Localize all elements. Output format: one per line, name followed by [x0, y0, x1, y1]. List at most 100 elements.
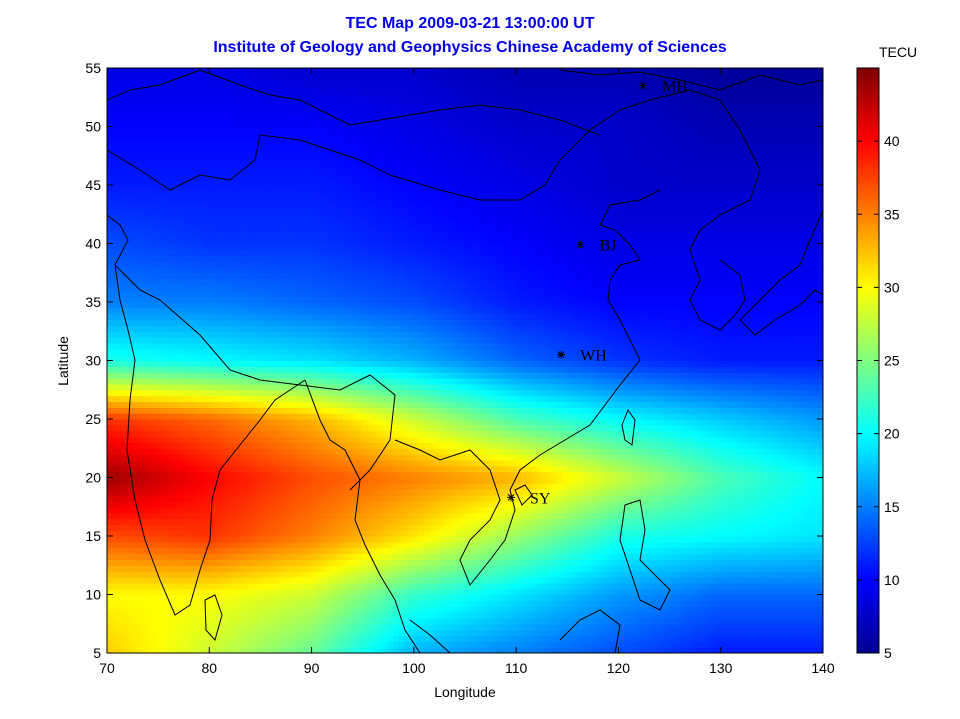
heat-cell [725, 588, 732, 596]
heat-cell [408, 600, 415, 607]
heat-cell [459, 553, 466, 560]
heat-cell [352, 623, 359, 631]
heat-cell [393, 483, 400, 490]
heat-cell [321, 547, 328, 555]
heat-cell [628, 489, 635, 496]
heat-cell [567, 588, 573, 596]
heat-cell [802, 471, 809, 479]
heat-cell [204, 617, 210, 625]
heat-cell [286, 559, 292, 566]
heat-cell [158, 576, 164, 584]
heat-cell [316, 477, 323, 484]
heat-cell [741, 465, 747, 473]
heat-cell [669, 454, 676, 461]
heat-cell [367, 530, 374, 537]
heat-cell [439, 541, 446, 549]
heat-cell [690, 512, 696, 520]
heat-cell [720, 600, 727, 607]
heat-cell [526, 506, 533, 514]
heat-cell [321, 471, 328, 479]
heat-cell [802, 500, 809, 508]
heat-cell [592, 536, 599, 543]
heat-cell [511, 495, 517, 502]
heat-cell [209, 600, 215, 607]
heat-cell [802, 483, 809, 490]
heat-cell [418, 623, 425, 631]
heat-cell [245, 536, 251, 543]
heat-cell [649, 471, 655, 479]
heat-cell [234, 483, 241, 490]
heat-cell [280, 442, 287, 449]
heat-cell [378, 489, 384, 496]
heat-cell [178, 623, 185, 631]
heat-cell [597, 600, 604, 607]
heat-cell [557, 489, 563, 496]
heat-cell [122, 495, 129, 502]
heat-cell [572, 629, 579, 637]
heat-cell [787, 530, 793, 537]
heat-cell [500, 553, 507, 560]
heat-cell [720, 530, 727, 537]
heat-cell [117, 448, 123, 455]
heat-cell [511, 506, 517, 514]
heat-cell [342, 559, 348, 566]
heat-cell [188, 623, 195, 631]
heat-cell [321, 600, 328, 607]
heat-cell [761, 617, 768, 625]
heat-cell [618, 635, 625, 642]
heat-cell [413, 448, 420, 455]
heat-cell [597, 454, 604, 461]
heat-cell [690, 559, 696, 566]
heat-cell [567, 623, 573, 631]
heat-cell [393, 442, 400, 449]
heat-cell [470, 506, 476, 514]
heat-cell [746, 582, 752, 590]
heat-cell [557, 506, 563, 514]
heat-cell [674, 600, 681, 607]
heat-cell [500, 647, 507, 653]
heat-cell [751, 536, 758, 543]
heat-cell [679, 559, 686, 566]
heat-cell [280, 576, 287, 584]
heat-cell [603, 594, 609, 601]
heat-cell [117, 582, 123, 590]
heat-cell [638, 594, 645, 601]
heat-cell [347, 576, 354, 584]
heat-cell [618, 623, 625, 631]
heat-cell [766, 559, 773, 566]
heat-cell [214, 547, 221, 555]
heat-cell [705, 524, 712, 531]
heat-cell [516, 500, 522, 508]
heat-cell [567, 617, 573, 625]
heat-cell [771, 571, 778, 578]
heat-cell [388, 448, 394, 455]
heat-cell [817, 506, 823, 514]
heat-cell [270, 465, 277, 473]
heat-cell [311, 647, 318, 653]
heat-cell [388, 442, 394, 449]
heat-cell [265, 495, 272, 502]
heat-cell [418, 629, 425, 637]
heat-cell [792, 588, 799, 596]
heat-cell [511, 536, 517, 543]
heat-cell [296, 459, 302, 467]
heat-cell [260, 459, 267, 467]
heat-cell [224, 506, 231, 514]
heat-cell [771, 647, 778, 653]
heat-cell [557, 530, 563, 537]
heat-cell [505, 582, 512, 590]
heat-cell [470, 553, 476, 560]
heat-cell [495, 518, 502, 525]
heat-cell [418, 565, 425, 572]
heat-cell [142, 623, 149, 631]
heat-cell [587, 547, 594, 555]
heat-cell [142, 559, 149, 566]
heat-cell [557, 565, 563, 572]
heat-cell [500, 541, 507, 549]
heat-cell [239, 547, 246, 555]
heat-cell [321, 617, 328, 625]
heat-cell [132, 600, 139, 607]
heat-cell [730, 541, 737, 549]
heat-cell [679, 541, 686, 549]
heat-cell [439, 465, 446, 473]
